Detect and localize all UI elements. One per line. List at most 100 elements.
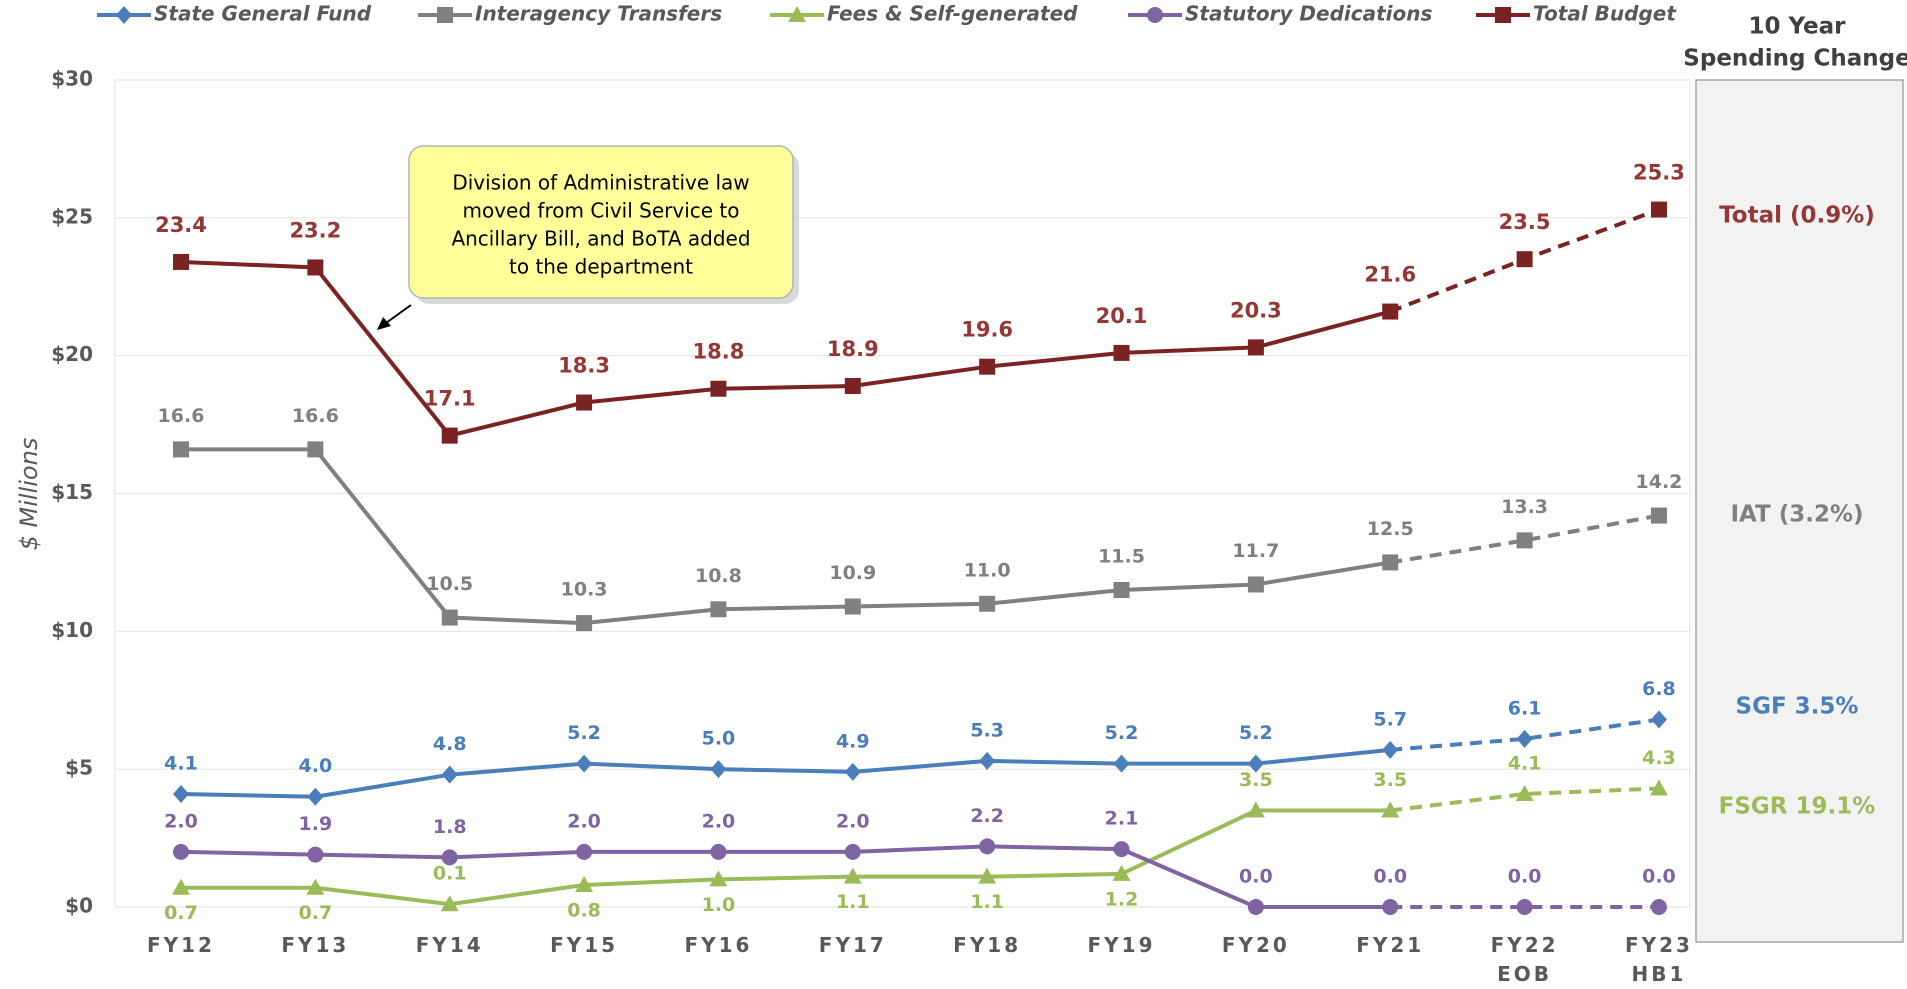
data-label: 1.9 xyxy=(299,813,333,835)
side-panel xyxy=(1695,79,1904,943)
x-tick-label: FY18 xyxy=(953,933,1021,957)
data-label: 18.9 xyxy=(827,337,879,361)
data-point xyxy=(173,784,189,803)
legend-marker xyxy=(437,7,453,23)
data-label: 5.2 xyxy=(1239,722,1273,744)
data-point xyxy=(979,751,996,770)
data-label: 5.2 xyxy=(567,722,601,744)
data-label: 11.5 xyxy=(1098,545,1145,567)
y-tick-label: $15 xyxy=(51,480,93,504)
legend-item: Interagency Transfers xyxy=(418,2,722,26)
data-label: 1.2 xyxy=(1105,888,1139,910)
data-label: 5.7 xyxy=(1373,708,1407,730)
data-label: 25.3 xyxy=(1633,161,1685,185)
data-point xyxy=(710,601,727,618)
legend-label: Interagency Transfers xyxy=(475,2,722,26)
legend-item: Total Budget xyxy=(1476,2,1677,26)
series-line xyxy=(181,808,1391,907)
data-point xyxy=(1515,784,1534,801)
legend-marker xyxy=(1147,7,1163,23)
data-point xyxy=(306,878,325,895)
annotation-arrowhead xyxy=(377,317,391,330)
data-label: 21.6 xyxy=(1364,263,1416,287)
data-label: 2.0 xyxy=(567,810,601,832)
legend-label: State General Fund xyxy=(154,2,372,26)
data-label: 0.0 xyxy=(1642,866,1676,888)
data-point xyxy=(1246,801,1265,818)
y-tick-label: $25 xyxy=(51,204,93,228)
data-label: 23.4 xyxy=(155,213,207,237)
data-label: 23.2 xyxy=(289,218,341,242)
data-label: 5.3 xyxy=(970,719,1004,741)
data-point xyxy=(710,760,727,779)
data-label: 0.7 xyxy=(164,902,198,924)
legend-item: Statutory Dedications xyxy=(1128,2,1433,26)
data-label: 23.5 xyxy=(1499,210,1551,234)
data-label: 1.0 xyxy=(702,894,736,916)
data-label: 4.1 xyxy=(164,752,198,774)
data-label: 10.9 xyxy=(829,562,876,584)
data-point xyxy=(173,843,189,860)
data-point xyxy=(709,870,728,887)
data-label: 4.0 xyxy=(299,755,333,777)
annotation-arrow xyxy=(385,304,412,324)
data-label: 3.5 xyxy=(1373,769,1407,791)
data-label: 11.7 xyxy=(1232,540,1279,562)
data-point xyxy=(173,253,189,270)
data-point xyxy=(1247,754,1264,773)
series-line xyxy=(180,747,1391,799)
data-point xyxy=(1649,779,1668,796)
data-point xyxy=(1112,864,1131,881)
series-line xyxy=(180,259,1391,438)
data-point xyxy=(843,867,862,884)
x-tick-label: FY20 xyxy=(1222,933,1290,957)
data-point xyxy=(441,427,458,444)
data-point xyxy=(576,843,593,860)
data-label: 4.9 xyxy=(836,730,870,752)
data-point xyxy=(172,878,190,895)
data-point xyxy=(844,762,861,781)
data-point xyxy=(1247,339,1264,356)
data-label: 19.6 xyxy=(961,318,1013,342)
data-point xyxy=(1382,303,1399,320)
x-tick-label: FY13 xyxy=(281,933,349,957)
data-label: 2.0 xyxy=(836,810,870,832)
data-point xyxy=(844,843,861,860)
data-point xyxy=(1113,344,1130,361)
data-point xyxy=(1113,581,1130,598)
data-point xyxy=(441,849,458,866)
data-label: 10.3 xyxy=(561,579,608,601)
data-label: 4.1 xyxy=(1508,752,1542,774)
data-label: 4.3 xyxy=(1642,747,1676,769)
data-point xyxy=(575,875,594,892)
data-point xyxy=(1516,251,1533,268)
annotation-text: Division of Administrative law xyxy=(452,171,749,195)
data-label: 20.3 xyxy=(1230,298,1282,322)
series-line xyxy=(1389,786,1660,813)
legend-label: Fees & Self-generated xyxy=(827,2,1078,26)
data-point xyxy=(1650,507,1667,524)
data-point xyxy=(1650,710,1667,729)
legend-item: Fees & Self-generated xyxy=(770,2,1078,26)
data-point xyxy=(1382,899,1399,915)
data-label: 0.1 xyxy=(433,863,467,885)
y-tick-label: $5 xyxy=(65,756,93,780)
data-label: 18.3 xyxy=(558,354,610,378)
data-point xyxy=(1247,899,1264,915)
data-label: 2.2 xyxy=(970,805,1004,827)
y-axis-label: $ Millions xyxy=(15,438,43,551)
data-point xyxy=(978,867,997,884)
side-panel-title: Spending Change xyxy=(1683,46,1907,72)
data-point xyxy=(1650,899,1667,915)
data-label: 5.0 xyxy=(702,728,736,750)
data-label: 0.0 xyxy=(1239,866,1273,888)
annotation-text: Ancillary Bill, and BoTA added xyxy=(451,227,750,251)
data-point xyxy=(979,838,996,855)
data-label: 14.2 xyxy=(1636,471,1683,493)
side-panel-title: 10 Year xyxy=(1748,14,1846,40)
legend-label: Statutory Dedications xyxy=(1185,2,1433,26)
legend-marker xyxy=(1495,7,1511,23)
y-tick-label: $10 xyxy=(51,618,93,642)
x-tick-label: FY23 HB1 xyxy=(1625,933,1693,986)
data-label: 0.7 xyxy=(299,902,333,924)
